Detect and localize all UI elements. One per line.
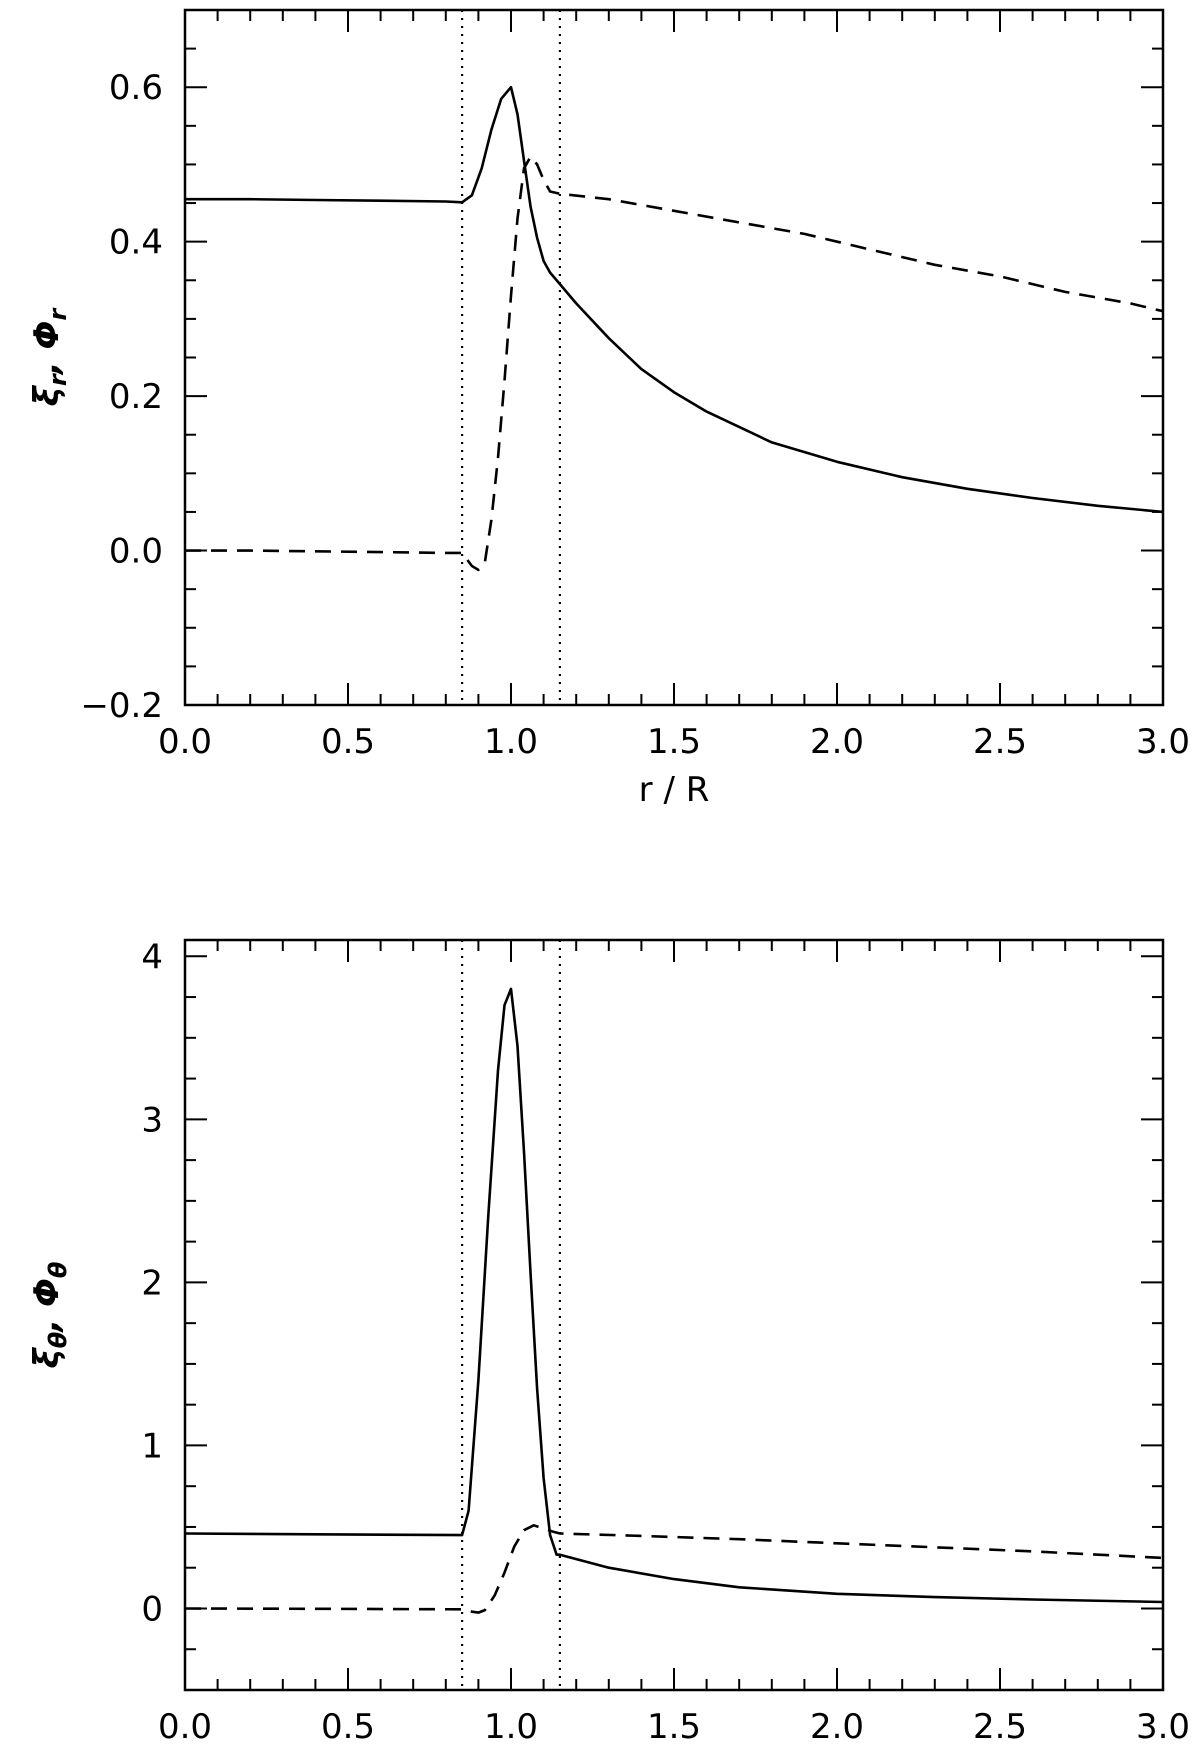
x-tick-label: 2.0 (810, 722, 864, 762)
x-axis-label: r / R (639, 1755, 710, 1761)
y-tick-label: 0.4 (109, 223, 163, 263)
bottom-panel: 0.0 0.5 1.0 1.5 2.0 2.5 3.0 0 1 2 3 4 r / R ξθ, Φθ (27, 937, 1190, 1761)
series-line-dashed (185, 155, 1164, 572)
y-tick-label: 3 (141, 1100, 163, 1140)
series-line-solid (184, 987, 1164, 1604)
x-tick-label: 0.0 (158, 722, 212, 762)
x-tick-label: 2.0 (810, 1707, 864, 1747)
x-tick-label: 1.5 (647, 1707, 701, 1747)
plot-frame (183, 938, 1165, 1692)
x-axis-label: r / R (639, 770, 710, 810)
y-axis-label: ξθ, Φθ (27, 1262, 72, 1369)
x-tick-label: 2.5 (973, 1707, 1027, 1747)
x-tick-label: 3.0 (1136, 722, 1190, 762)
x-tick-label: 2.5 (973, 722, 1027, 762)
y-tick-label: 0.0 (109, 532, 163, 572)
y-tick-label: 0.6 (109, 68, 163, 108)
x-tick-label: 1.0 (484, 1707, 538, 1747)
y-tick-label: 0 (141, 1589, 163, 1629)
y-axis-label: ξr, Φr (27, 307, 72, 407)
x-tick-label: 1.5 (647, 722, 701, 762)
y-tick-label: 4 (141, 937, 163, 977)
x-tick-label: 0.0 (158, 1707, 212, 1747)
series-line-solid (185, 85, 1164, 514)
x-tick-label: 0.5 (321, 722, 375, 762)
plot-frame (183, 8, 1165, 707)
series-line-dashed (184, 1524, 1164, 1614)
y-tick-label: 2 (141, 1263, 163, 1303)
x-tick-label: 0.5 (321, 1707, 375, 1747)
x-tick-label: 1.0 (484, 722, 538, 762)
y-tick-label: −0.2 (80, 686, 163, 726)
x-tick-label: 3.0 (1136, 1707, 1190, 1747)
y-tick-label: 0.2 (109, 377, 163, 417)
y-tick-label: 1 (141, 1426, 163, 1466)
top-panel: 0.0 0.5 1.0 1.5 2.0 2.5 3.0−0.20.00.20.40.6r /… (27, 8, 1190, 810)
